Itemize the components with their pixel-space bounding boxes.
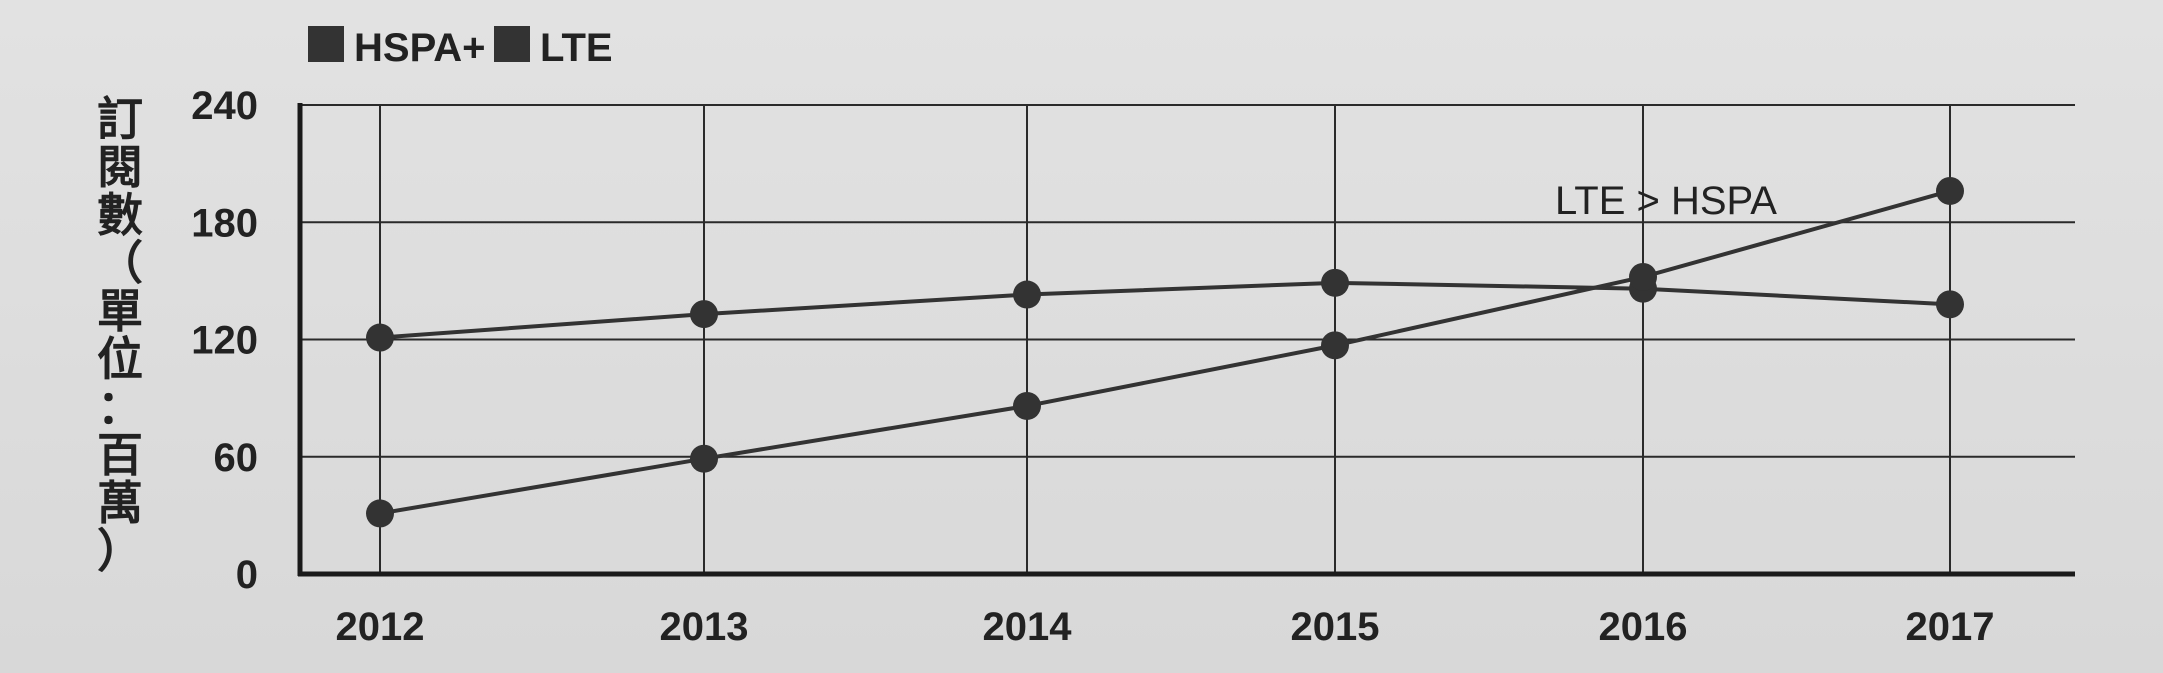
legend-swatch-lte — [494, 26, 530, 62]
legend-swatch-hspa — [308, 26, 344, 62]
legend-label-hspa: HSPA+ — [354, 26, 486, 70]
series — [366, 176, 1964, 528]
y-axis-label-char: 訂 — [97, 92, 143, 146]
legend: HSPA+ LTE — [308, 26, 613, 70]
x-tick-label: 2014 — [983, 605, 1073, 649]
y-tick-label: 240 — [191, 84, 258, 128]
y-axis-label-char: 萬 — [97, 476, 143, 530]
data-point-hspa-2017 — [1936, 290, 1964, 319]
data-point-lte-2017 — [1936, 176, 1964, 205]
data-point-hspa-2015 — [1321, 268, 1349, 297]
data-point-lte-2014 — [1013, 391, 1041, 420]
data-point-lte-2013 — [690, 444, 718, 473]
tick-labels: 0 60 120 180 240 2012 2013 2014 2015 2016 2017 — [191, 84, 1994, 649]
data-point-lte-2012 — [366, 499, 394, 528]
y-tick-label: 180 — [191, 201, 258, 245]
x-tick-label: 2016 — [1599, 605, 1688, 649]
y-tick-label: 0 — [236, 553, 258, 597]
data-point-lte-2016 — [1629, 262, 1657, 291]
grid — [300, 104, 2075, 574]
x-tick-label: 2013 — [660, 605, 749, 649]
y-axis-label-char: ） — [97, 524, 143, 578]
y-axis-label-char: （ — [97, 236, 143, 290]
series-line-lte — [379, 189, 1951, 516]
y-axis-label-char: 位 — [97, 332, 143, 386]
y-tick-label: 120 — [191, 319, 258, 363]
y-axis-label-char: 單 — [97, 284, 143, 338]
data-point-hspa-2012 — [366, 323, 394, 352]
data-point-hspa-2014 — [1013, 280, 1041, 309]
data-point-hspa-2013 — [690, 300, 718, 329]
legend-label-lte: LTE — [540, 26, 613, 70]
axes — [297, 103, 2075, 577]
x-tick-label: 2015 — [1291, 605, 1380, 649]
y-axis-label: 訂閱數（單位：百萬） — [97, 92, 143, 578]
y-axis-label-char: 百 — [97, 428, 143, 482]
data-point-lte-2015 — [1321, 331, 1349, 360]
y-axis-label-char: 數 — [97, 188, 143, 242]
y-tick-label: 60 — [214, 436, 259, 480]
x-tick-label: 2017 — [1906, 605, 1995, 649]
y-axis-label-char: 閱 — [97, 140, 143, 194]
x-tick-label: 2012 — [336, 605, 425, 649]
series-line-hspa — [379, 280, 1951, 340]
annotation-crossover: LTE > HSPA — [1555, 179, 1777, 223]
y-axis-label-char: ： — [97, 380, 143, 434]
